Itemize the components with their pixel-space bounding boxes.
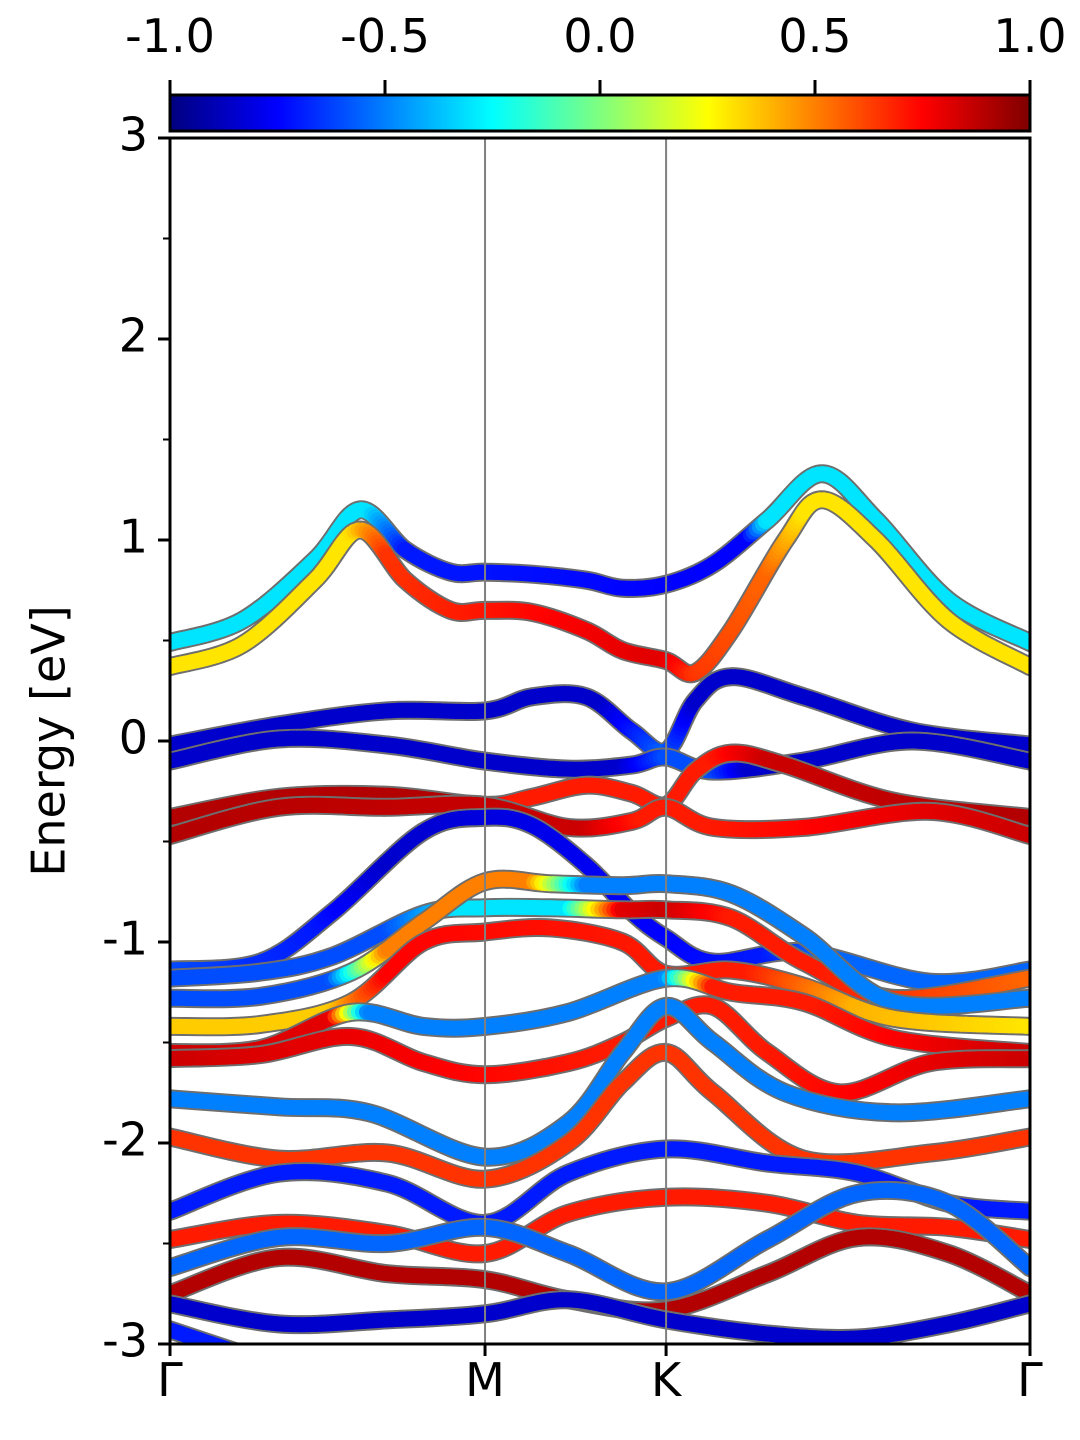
colorbar-gradient	[168, 93, 1032, 133]
band-14	[170, 996, 1030, 1167]
band-20	[170, 1290, 1030, 1344]
band-10	[170, 869, 1030, 1016]
colorbar-tick-label: -0.5	[340, 9, 430, 63]
y-axis-label: Energy [eV]	[22, 605, 76, 876]
kpoint-label: M	[465, 1353, 505, 1407]
band-7-colored	[170, 796, 1030, 843]
band-4	[170, 667, 1030, 762]
band-8-colored	[170, 809, 1030, 991]
y-tick-label: 0	[119, 711, 148, 765]
band-14-colored	[170, 998, 1030, 1165]
band-7	[170, 794, 1030, 845]
y-tick-label: -3	[102, 1314, 148, 1368]
y-tick-label: 3	[119, 108, 148, 162]
y-tick-label: -2	[102, 1113, 148, 1167]
band-20-colored	[170, 1292, 1030, 1344]
band-10-colored	[170, 871, 1030, 1014]
band-5	[170, 728, 1030, 781]
colorbar-tick-label: 0.5	[778, 9, 851, 63]
band-segment	[212, 1338, 230, 1344]
band-2	[170, 464, 1030, 652]
colorbar-tick-label: 1.0	[993, 9, 1066, 63]
colorbar: -1.0 -0.5 0.0 0.5 1.0	[125, 9, 1067, 133]
y-tick-label: 1	[119, 510, 148, 564]
band-segment	[238, 1353, 242, 1354]
band-segment	[226, 1342, 237, 1344]
colorbar-ticks: -1.0 -0.5 0.0 0.5 1.0	[125, 9, 1067, 95]
bands-layer	[170, 464, 1030, 1354]
band-5-colored	[170, 730, 1030, 779]
band-21	[170, 1320, 243, 1354]
band-2-colored	[170, 466, 1030, 650]
colorbar-tick-label: -1.0	[125, 9, 215, 63]
band-segment	[233, 1343, 236, 1344]
band-segment	[216, 1340, 233, 1344]
kpoint-label: K	[651, 1353, 683, 1407]
kpoint-label: Γ	[1017, 1353, 1043, 1407]
y-tick-label: -1	[102, 912, 148, 966]
kpoint-label: Γ	[157, 1353, 183, 1407]
y-tick-label: 2	[119, 309, 148, 363]
colorbar-tick-label: 0.0	[563, 9, 636, 63]
band-segment	[221, 1341, 235, 1344]
y-axis: 3 2 1 0 -1 -2 -3	[102, 108, 170, 1368]
high-symmetry-lines	[484, 138, 668, 1344]
band-4-colored	[170, 669, 1030, 760]
band-8	[170, 807, 1030, 993]
